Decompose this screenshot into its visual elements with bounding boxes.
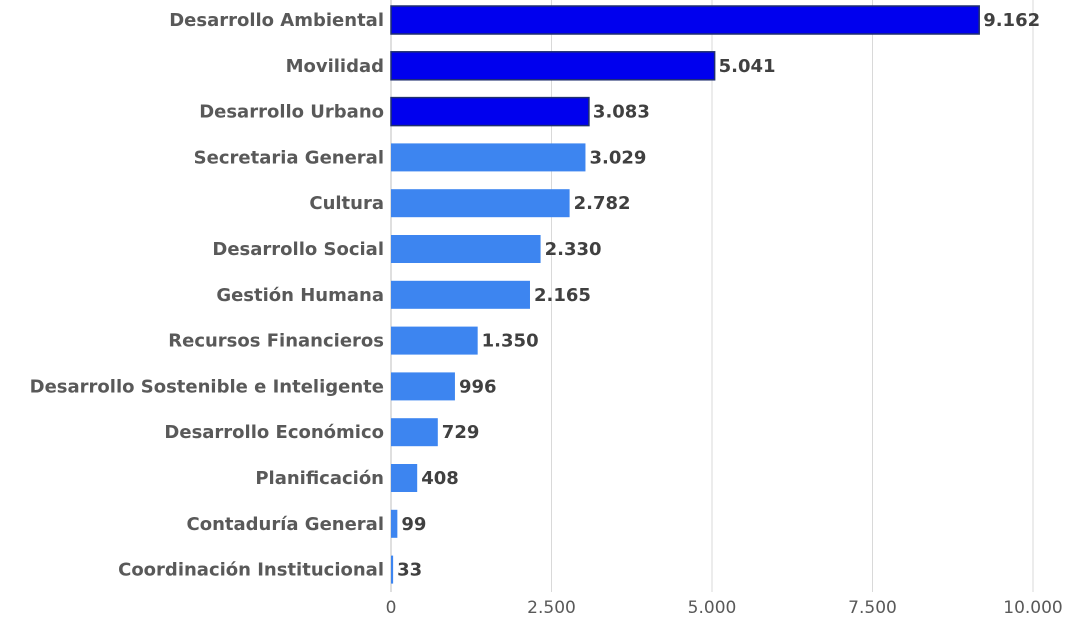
x-tick-label-3: 7.500 (848, 598, 897, 618)
category-label-6: Gestión Humana (216, 285, 384, 306)
x-tick-label-2: 5.000 (688, 598, 737, 618)
category-label-1: Movilidad (286, 56, 384, 77)
category-labels: Desarrollo Ambiental Movilidad Desarrollo … (30, 10, 384, 581)
bar-9 (391, 418, 438, 447)
bar-1 (390, 51, 716, 81)
bar-0 (390, 5, 980, 35)
value-labels: 9.162 5.041 3.083 3.029 2.782 2.330 2.165 1.350… (397, 10, 1040, 581)
bar-5 (391, 235, 541, 263)
value-label-6: 2.165 (534, 285, 591, 306)
category-label-5: Desarrollo Social (212, 239, 384, 260)
bar-10 (391, 464, 418, 492)
bar-8 (391, 372, 455, 401)
value-label-11: 99 (401, 514, 426, 535)
bar-7 (391, 326, 478, 355)
bar-6 (391, 280, 530, 309)
value-label-4: 2.782 (574, 193, 631, 214)
x-tick-label-1: 2.500 (527, 598, 576, 618)
category-label-7: Recursos Financieros (168, 331, 384, 352)
category-label-9: Desarrollo Económico (164, 422, 384, 443)
x-tick-label-0: 0 (386, 598, 397, 618)
category-label-0: Desarrollo Ambiental (169, 10, 384, 31)
value-label-7: 1.350 (482, 331, 539, 352)
value-label-5: 2.330 (545, 239, 602, 260)
bar-12 (391, 555, 394, 584)
category-label-8: Desarrollo Sostenible e Inteligente (30, 376, 384, 397)
value-label-12: 33 (397, 560, 422, 581)
value-label-3: 3.029 (589, 147, 646, 168)
category-label-3: Secretaria General (194, 147, 384, 168)
category-label-11: Contaduría General (187, 514, 385, 535)
category-label-12: Coordinación Institucional (118, 560, 384, 581)
bar-2 (390, 96, 590, 127)
value-label-9: 729 (442, 422, 480, 443)
bar-4 (391, 189, 570, 218)
category-label-10: Planificación (255, 468, 384, 489)
x-axis-ticks: 0 2.500 5.000 7.500 10.000 (386, 598, 1063, 618)
x-tick-label-4: 10.000 (1003, 598, 1062, 618)
value-label-2: 3.083 (593, 102, 650, 123)
bar-3 (391, 143, 586, 172)
value-label-0: 9.162 (983, 10, 1040, 31)
category-label-4: Cultura (309, 193, 384, 214)
value-label-10: 408 (421, 468, 459, 489)
category-label-2: Desarrollo Urbano (199, 102, 384, 123)
value-label-8: 996 (459, 376, 497, 397)
bar-11 (391, 509, 398, 538)
value-label-1: 5.041 (719, 56, 776, 77)
bars (390, 5, 980, 584)
